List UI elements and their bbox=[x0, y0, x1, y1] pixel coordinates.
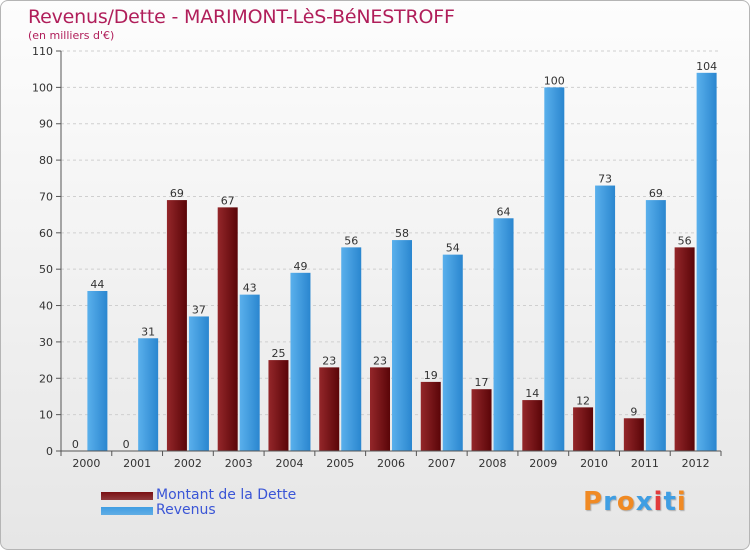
x-tick-label: 2010 bbox=[580, 457, 608, 470]
data-label-revenus: 64 bbox=[497, 205, 511, 218]
x-tick-label: 2003 bbox=[225, 457, 253, 470]
data-label-dette: 69 bbox=[170, 187, 184, 200]
bar-revenus bbox=[595, 185, 616, 451]
data-label-revenus: 49 bbox=[293, 260, 307, 273]
x-axis-ticks: 2000 2001 2002 2003 2004 2005 2006 2007 2008 2009… bbox=[60, 451, 722, 470]
legend-swatch-revenus bbox=[101, 507, 153, 515]
y-tick-label: 30 bbox=[39, 336, 53, 349]
x-tick-label: 2009 bbox=[529, 457, 557, 470]
bar-revenus bbox=[696, 72, 717, 452]
x-tick-label: 2000 bbox=[72, 457, 100, 470]
data-label-revenus: 31 bbox=[141, 325, 155, 338]
bar-revenus bbox=[544, 87, 565, 451]
data-label-dette: 12 bbox=[576, 394, 590, 407]
data-label-revenus: 104 bbox=[696, 60, 717, 73]
chart-title: Revenus/Dette - MARIMONT-LèS-BéNESTROFF bbox=[28, 6, 455, 28]
data-label-revenus: 58 bbox=[395, 227, 409, 240]
data-label-dette: 23 bbox=[373, 354, 387, 367]
bar-dette bbox=[674, 247, 695, 451]
data-label-revenus: 37 bbox=[192, 303, 206, 316]
logo-letter: x bbox=[635, 487, 654, 517]
data-label-revenus: 44 bbox=[90, 278, 104, 291]
bar-dette bbox=[166, 200, 187, 451]
data-label-dette: 67 bbox=[221, 194, 235, 207]
y-tick-label: 10 bbox=[39, 409, 53, 422]
x-tick-label: 2004 bbox=[275, 457, 303, 470]
x-tick-label: 2002 bbox=[174, 457, 202, 470]
data-label-revenus: 54 bbox=[446, 242, 460, 255]
data-label-revenus: 73 bbox=[598, 173, 612, 186]
x-tick-label: 2001 bbox=[123, 457, 151, 470]
y-tick-label: 0 bbox=[46, 445, 53, 458]
x-tick-label: 2006 bbox=[377, 457, 405, 470]
bar-revenus bbox=[341, 247, 362, 451]
legend-label-revenus: Revenus bbox=[156, 502, 216, 518]
bar-dette bbox=[420, 381, 441, 451]
data-label-dette: 9 bbox=[630, 405, 637, 418]
data-label-dette: 23 bbox=[322, 354, 336, 367]
data-label-revenus: 69 bbox=[649, 187, 663, 200]
y-tick-label: 70 bbox=[39, 190, 53, 203]
bar-dette bbox=[522, 400, 543, 451]
data-label-dette: 14 bbox=[525, 387, 539, 400]
logo-letter: P bbox=[583, 487, 604, 517]
logo-letter: o bbox=[616, 487, 636, 517]
data-label-dette: 17 bbox=[475, 376, 489, 389]
y-tick-label: 50 bbox=[39, 263, 53, 276]
data-label-dette: 0 bbox=[123, 438, 130, 451]
bar-revenus bbox=[87, 291, 108, 451]
chart-subtitle: (en milliers d'€) bbox=[28, 29, 115, 42]
data-label-revenus: 43 bbox=[243, 282, 257, 295]
bar-dette bbox=[573, 407, 594, 451]
data-label-dette: 0 bbox=[72, 438, 79, 451]
y-tick-label: 90 bbox=[39, 118, 53, 131]
bar-dette bbox=[471, 389, 492, 451]
bar-revenus bbox=[138, 338, 159, 451]
bar-dette bbox=[268, 360, 289, 451]
x-tick-label: 2005 bbox=[326, 457, 354, 470]
logo-letter: i bbox=[653, 487, 664, 517]
bar-revenus bbox=[239, 294, 260, 451]
x-tick-label: 2008 bbox=[479, 457, 507, 470]
y-tick-label: 20 bbox=[39, 372, 53, 385]
bar-dette bbox=[370, 367, 390, 451]
bar-dette bbox=[319, 367, 340, 451]
logo-letter: r bbox=[603, 487, 617, 517]
data-label-revenus: 56 bbox=[344, 234, 358, 247]
data-label-dette: 25 bbox=[271, 347, 285, 360]
gridlines bbox=[61, 50, 721, 416]
y-axis-ticks: 0 10 20 30 40 50 60 70 80 90 100 110 bbox=[32, 45, 61, 458]
logo-letter: i bbox=[676, 487, 687, 517]
data-label-dette: 19 bbox=[424, 369, 438, 382]
bar-revenus bbox=[645, 200, 666, 451]
bar-revenus bbox=[442, 254, 463, 451]
logo-letter: t bbox=[663, 487, 677, 517]
x-tick-label: 2012 bbox=[682, 457, 710, 470]
legend-label-dette: Montant de la Dette bbox=[156, 487, 297, 503]
legend-swatch-dette bbox=[101, 492, 153, 500]
bar-dette bbox=[623, 418, 644, 451]
data-labels: 0 44 0 31 69 37 67 43 25 49 23 56 23 58 19 54 17 64 14 100 1… bbox=[72, 60, 717, 451]
bars bbox=[87, 72, 717, 452]
bar-revenus bbox=[392, 240, 412, 451]
data-label-dette: 56 bbox=[678, 234, 692, 247]
y-tick-label: 100 bbox=[32, 81, 53, 94]
bar-dette bbox=[217, 207, 238, 451]
data-label-revenus: 100 bbox=[544, 74, 565, 87]
x-tick-label: 2011 bbox=[631, 457, 659, 470]
y-tick-label: 60 bbox=[39, 227, 53, 240]
bar-revenus bbox=[188, 316, 209, 451]
bar-revenus bbox=[493, 218, 514, 451]
axes bbox=[60, 51, 721, 452]
y-tick-label: 110 bbox=[32, 45, 53, 58]
x-tick-label: 2007 bbox=[428, 457, 456, 470]
bar-revenus bbox=[290, 272, 311, 451]
proxiti-logo: Proxiti bbox=[583, 487, 687, 517]
y-tick-label: 80 bbox=[39, 154, 53, 167]
y-tick-label: 40 bbox=[39, 300, 53, 313]
